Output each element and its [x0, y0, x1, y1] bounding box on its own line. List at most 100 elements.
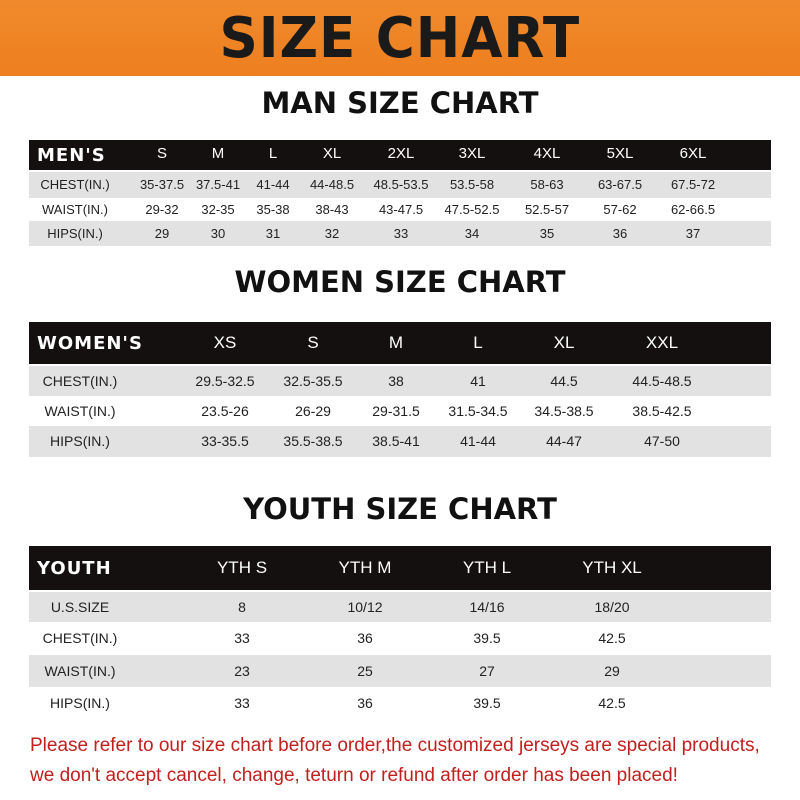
table-cell: 47.5-52.5 [444, 201, 500, 217]
table-cell: 27 [479, 662, 495, 679]
men-header-label: MEN'S [37, 145, 106, 166]
table-cell: 58-63 [530, 177, 564, 193]
men-heading: MAN SIZE CHART [261, 86, 539, 120]
table-cell: 29-32 [145, 201, 179, 217]
row-label: WAIST(IN.) [44, 662, 116, 679]
table-cell: 32-35 [201, 201, 235, 217]
size-column-header: XS [213, 333, 237, 352]
table-cell: 48.5-53.5 [373, 177, 429, 193]
size-column-header: 5XL [606, 145, 634, 162]
table-cell: 33 [393, 225, 409, 241]
table-cell: 39.5 [473, 630, 501, 647]
size-column-header: 6XL [679, 145, 707, 162]
table-cell: 36 [612, 225, 628, 241]
size-column-header: 2XL [387, 145, 415, 162]
table-cell: 44-47 [546, 433, 582, 450]
size-column-header: YTH L [462, 558, 512, 577]
table-row: CHEST(IN.) 33 36 39.5 42.5 [29, 622, 771, 655]
table-cell: 32.5-35.5 [283, 372, 343, 389]
table-cell: 35 [539, 225, 555, 241]
table-row: HIPS(IN.) 33 36 39.5 42.5 [29, 687, 771, 719]
table-cell: 35-38 [256, 201, 290, 217]
youth-header-row: YOUTH YTH S YTH M YTH L YTH XL [29, 546, 771, 590]
table-cell: 23.5-26 [201, 402, 249, 419]
table-cell: 37.5-41 [195, 177, 241, 193]
table-cell: 18/20 [594, 598, 630, 615]
table-cell: 8 [238, 598, 246, 615]
row-label: HIPS(IN.) [50, 694, 110, 711]
table-row: WAIST(IN.) 23.5-26 26-29 29-31.5 31.5-34.5 34… [29, 396, 771, 426]
table-cell: 29-31.5 [372, 402, 420, 419]
women-header-row: WOMEN'S XS S M L XL XXL [29, 322, 771, 364]
table-cell: 35-37.5 [139, 177, 185, 193]
table-cell: 38.5-41 [372, 433, 420, 450]
size-column-header: YTH M [338, 558, 392, 577]
notice-line-2: we don't accept cancel, change, teturn o… [30, 765, 678, 786]
table-row: CHEST(IN.) 29.5-32.5 32.5-35.5 38 41 44.5 44.5… [29, 366, 771, 396]
table-cell: 29.5-32.5 [195, 372, 255, 389]
table-cell: 36 [357, 694, 373, 711]
table-cell: 41 [470, 372, 486, 389]
table-cell: 43-47.5 [378, 201, 424, 217]
table-cell: 14/16 [469, 598, 505, 615]
size-column-header: 4XL [533, 145, 561, 162]
page-title: SIZE CHART [219, 5, 581, 71]
women-heading: WOMEN SIZE CHART [234, 265, 566, 299]
row-label: WAIST(IN.) [44, 402, 116, 419]
table-cell: 29 [604, 662, 620, 679]
table-row: HIPS(IN.) 29 30 31 32 33 34 35 36 37 [29, 221, 771, 246]
table-cell: 30 [210, 225, 226, 241]
table-cell: 26-29 [295, 402, 331, 419]
table-cell: 63-67.5 [597, 177, 643, 193]
table-cell: 25 [357, 662, 373, 679]
size-column-header: M [211, 145, 225, 162]
table-cell: 41-44 [460, 433, 496, 450]
size-column-header: YTH S [216, 558, 268, 577]
table-cell: 67.5-72 [670, 177, 716, 193]
table-cell: 38.5-42.5 [632, 402, 692, 419]
table-cell: 36 [357, 630, 373, 647]
row-label: HIPS(IN.) [50, 433, 110, 450]
men-header-row: MEN'S S M L XL 2XL 3XL 4XL 5XL 6XL [29, 140, 771, 170]
size-column-header: XXL [645, 333, 679, 352]
row-label: U.S.SIZE [50, 598, 110, 615]
table-cell: 42.5 [598, 694, 626, 711]
size-column-header: S [307, 333, 319, 352]
youth-header-label: YOUTH [37, 558, 112, 579]
women-header-label: WOMEN'S [37, 333, 143, 354]
size-column-header: S [156, 145, 168, 162]
table-cell: 44-48.5 [309, 177, 355, 193]
table-cell: 42.5 [598, 630, 626, 647]
table-cell: 29 [154, 225, 170, 241]
youth-heading: YOUTH SIZE CHART [243, 492, 557, 526]
table-row: WAIST(IN.) 29-32 32-35 35-38 38-43 43-47.5 47.… [29, 198, 771, 221]
row-label: CHEST(IN.) [42, 372, 118, 389]
table-row: WAIST(IN.) 23 25 27 29 [29, 655, 771, 687]
row-label: WAIST(IN.) [42, 201, 108, 217]
table-cell: 57-62 [603, 201, 637, 217]
size-column-header: 3XL [458, 145, 486, 162]
table-cell: 41-44 [256, 177, 290, 193]
table-cell: 34.5-38.5 [534, 402, 594, 419]
notice-line-1: Please refer to our size chart before or… [30, 735, 760, 756]
table-cell: 32 [324, 225, 340, 241]
row-label: CHEST(IN.) [40, 177, 110, 193]
table-cell: 38 [388, 372, 404, 389]
table-cell: 44.5-48.5 [632, 372, 692, 389]
table-row: HIPS(IN.) 33-35.5 35.5-38.5 38.5-41 41-44 44-… [29, 426, 771, 457]
table-cell: 47-50 [644, 433, 680, 450]
table-cell: 39.5 [473, 694, 501, 711]
table-row: CHEST(IN.) 35-37.5 37.5-41 41-44 44-48.5 48.5… [29, 172, 771, 198]
table-cell: 31.5-34.5 [448, 402, 508, 419]
title-banner: SIZE CHART [0, 0, 800, 76]
table-cell: 37 [685, 225, 701, 241]
table-cell: 31 [265, 225, 281, 241]
size-column-header: XL [322, 145, 342, 162]
table-cell: 23 [234, 662, 250, 679]
size-column-header: YTH XL [582, 558, 642, 577]
size-column-header: XL [553, 333, 575, 352]
size-column-header: M [388, 333, 404, 352]
table-cell: 44.5 [550, 372, 578, 389]
table-cell: 52.5-57 [524, 201, 570, 217]
